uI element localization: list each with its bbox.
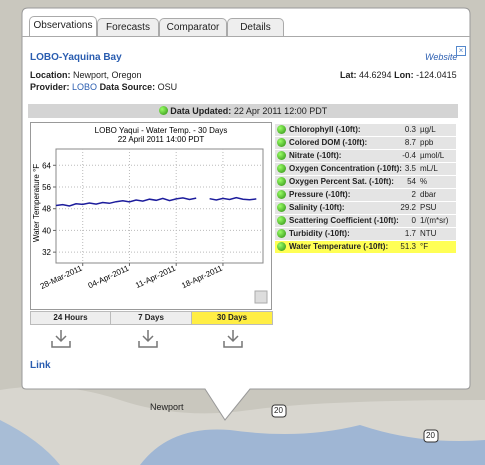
parameter-unit: ppb (420, 137, 433, 149)
download-icons (30, 327, 272, 353)
map-label: Newport (150, 402, 184, 412)
parameter-name: Oxygen Concentration (-10ft): (289, 163, 402, 175)
parameter-name: Oxygen Percent Sat. (-10ft): (289, 176, 394, 188)
parameter-value: 29.2 (400, 202, 416, 214)
table-row: Oxygen Percent Sat. (-10ft): 54% (275, 176, 456, 189)
zoom-icon[interactable] (255, 291, 267, 303)
status-dot (277, 190, 286, 199)
parameter-unit: NTU (420, 228, 436, 240)
parameter-unit: 1/(m*sr) (420, 215, 448, 227)
tab-rule (22, 36, 470, 37)
data-line (56, 198, 256, 206)
value: Newport, Oregon (73, 70, 142, 80)
status-dot (277, 164, 286, 173)
status-dot (277, 177, 286, 186)
parameter-name: Turbidity (-10ft): (289, 228, 350, 240)
parameter-unit: mL/L (420, 163, 438, 175)
status-dot (277, 242, 286, 251)
x-tick-label: 04-Apr-2011 (87, 263, 131, 290)
status-dot (277, 229, 286, 238)
value: -124.0415 (416, 70, 457, 80)
label: Lon: (394, 70, 414, 80)
value: 44.6294 (359, 70, 392, 80)
parameter-unit: PSU (420, 202, 436, 214)
parameter-unit: µg/L (420, 124, 436, 136)
x-tick-label: 28-Mar-2011 (39, 263, 84, 290)
parameter-name: Water Temperature (-10ft): (289, 241, 388, 253)
parameter-value: 3.5 (405, 163, 416, 175)
status-dot (277, 151, 286, 160)
parameter-value: 1.7 (405, 228, 416, 240)
label: Provider: (30, 82, 70, 92)
parameter-value: 51.3 (400, 241, 416, 253)
parameter-value: 54 (407, 176, 416, 188)
table-row: Water Temperature (-10ft): 51.3 °F (275, 241, 456, 254)
status-dot (277, 216, 286, 225)
route-label: 20 (274, 406, 283, 415)
table-row: Colored DOM (-10ft): 8.7 ppb (275, 137, 456, 150)
table-row: Salinity (-10ft): 29.2 PSU (275, 202, 456, 215)
link[interactable]: Link (30, 360, 51, 371)
parameter-unit: % (420, 176, 427, 188)
parameter-name: Nitrate (-10ft): (289, 150, 341, 162)
tab[interactable]: Details (227, 18, 284, 36)
table-row: Chlorophyll (-10ft): 0.3 µg/L (275, 124, 456, 137)
y-tick-label: 40 (42, 226, 51, 235)
route-label: 20 (426, 431, 435, 440)
parameter-name: Colored DOM (-10ft): (289, 137, 367, 149)
parameter-name: Pressure (-10ft): (289, 189, 350, 201)
value: OSU (158, 82, 178, 92)
chart-title: LOBO Yaqui - Water Temp. - 30 Days (95, 126, 228, 135)
y-axis-label: Water Temperature °F (32, 164, 41, 242)
table-row: Turbidity (-10ft): 1.7 NTU (275, 228, 456, 241)
label: Lat: (340, 70, 357, 80)
table-row: Scattering Coefficient (-10ft): 0 1/(m*sr) (275, 215, 456, 228)
y-tick-label: 56 (42, 183, 51, 192)
station-title: LOBO-Yaquina Bay (30, 52, 122, 63)
status-dot (277, 138, 286, 147)
table-row: Pressure (-10ft): 2 dbar (275, 189, 456, 202)
parameter-value: 2 (412, 189, 416, 201)
y-tick-label: 32 (42, 248, 51, 257)
chart-subtitle: 22 April 2011 14:00 PDT (118, 135, 205, 144)
label: Data Source: (100, 82, 156, 92)
y-tick-label: 64 (42, 161, 51, 170)
label: Data Updated: (170, 106, 231, 116)
parameter-value: 8.7 (405, 137, 416, 149)
range-button[interactable]: 7 Days (110, 311, 192, 325)
provider-link[interactable]: LOBO (72, 82, 97, 92)
parameter-value: 0 (412, 215, 416, 227)
tab[interactable]: Observations (29, 16, 97, 36)
status-dot (277, 203, 286, 212)
parameter-name: Chlorophyll (-10ft): (289, 124, 361, 136)
x-tick-label: 11-Apr-2011 (134, 263, 178, 290)
page: Newport 20 20 Observations Forecasts Com… (0, 0, 485, 465)
parameter-unit: dbar (420, 189, 436, 201)
value: 22 Apr 2011 12:00 PDT (234, 106, 327, 116)
status-dot (277, 125, 286, 134)
table-row: Nitrate (-10ft): -0.4 µmol/L (275, 150, 456, 163)
chart: LOBO Yaqui - Water Temp. - 30 Days 22 Ap… (30, 122, 272, 310)
x-tick-label: 18-Apr-2011 (180, 263, 224, 290)
tab[interactable]: Comparator (159, 18, 227, 36)
website-link[interactable]: Website (425, 52, 457, 62)
parameter-unit: °F (420, 241, 428, 253)
updated-bar: Data Updated: 22 Apr 2011 12:00 PDT (28, 104, 458, 118)
close-button[interactable]: × (456, 46, 466, 56)
range-button[interactable]: 24 Hours (30, 311, 111, 325)
parameter-value: -0.4 (402, 150, 416, 162)
y-tick-label: 48 (42, 205, 51, 214)
label: Location: (30, 70, 71, 80)
parameter-name: Salinity (-10ft): (289, 202, 345, 214)
range-button[interactable]: 30 Days (191, 311, 273, 325)
parameter-name: Scattering Coefficient (-10ft): (289, 215, 399, 227)
table-row: Oxygen Concentration (-10ft):3.5 mL/L (275, 163, 456, 176)
parameter-unit: µmol/L (420, 150, 444, 162)
tab[interactable]: Forecasts (97, 18, 159, 36)
plot-area (56, 149, 263, 263)
parameter-value: 0.3 (405, 124, 416, 136)
